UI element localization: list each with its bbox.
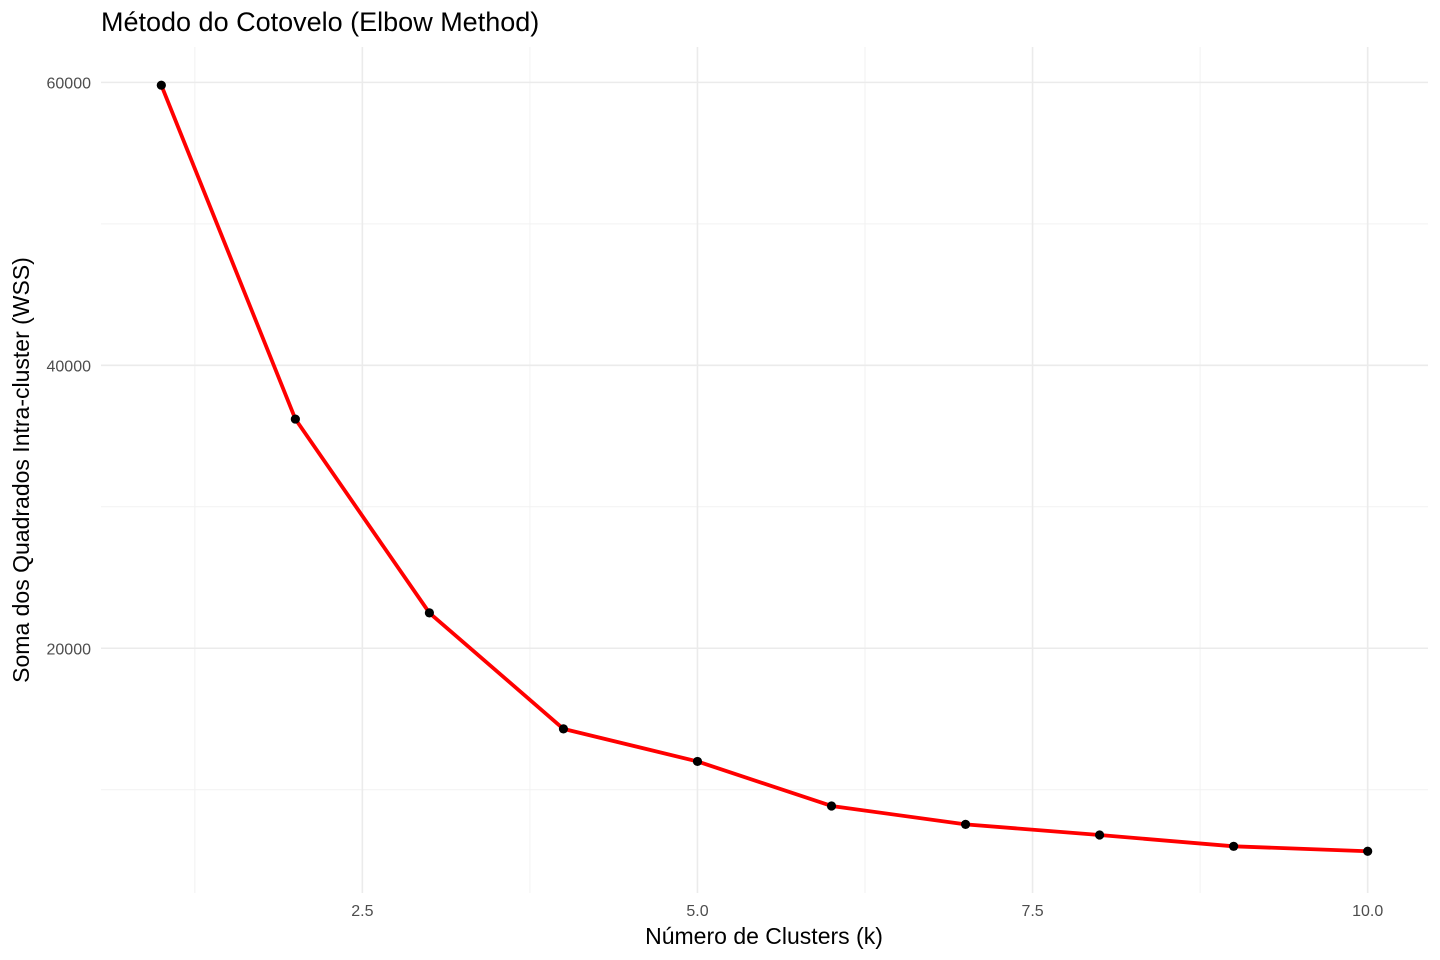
x-axis-ticks: 2.5 5.0 7.5 10.0 bbox=[351, 903, 1383, 920]
y-axis-title: Soma dos Quadrados Intra-cluster (WSS) bbox=[8, 257, 34, 683]
y-axis-ticks: 20000 40000 60000 bbox=[47, 75, 92, 658]
data-point bbox=[826, 801, 837, 811]
data-point bbox=[692, 756, 703, 767]
x-tick-label: 10.0 bbox=[1352, 903, 1383, 920]
chart-title: Método do Cotovelo (Elbow Method) bbox=[101, 7, 539, 37]
x-tick-label: 7.5 bbox=[1021, 903, 1043, 920]
y-tick-label: 60000 bbox=[47, 75, 92, 92]
data-point bbox=[1229, 841, 1239, 851]
x-axis-title: Número de Clusters (k) bbox=[645, 923, 883, 949]
minor-gridlines bbox=[101, 47, 1428, 893]
x-tick-label: 2.5 bbox=[351, 903, 373, 920]
data-point bbox=[960, 819, 971, 829]
y-tick-label: 40000 bbox=[47, 358, 92, 375]
data-point bbox=[1363, 846, 1373, 856]
data-point bbox=[290, 414, 300, 424]
series-layer bbox=[159, 84, 1368, 854]
data-point bbox=[558, 724, 569, 734]
points-layer bbox=[156, 80, 1373, 856]
major-gridlines bbox=[101, 47, 1428, 893]
y-tick-label: 20000 bbox=[47, 641, 92, 658]
x-tick-label: 5.0 bbox=[686, 903, 708, 920]
data-point bbox=[424, 608, 434, 618]
data-point bbox=[156, 80, 166, 90]
wss-line bbox=[159, 84, 1368, 854]
data-point bbox=[1095, 830, 1105, 840]
